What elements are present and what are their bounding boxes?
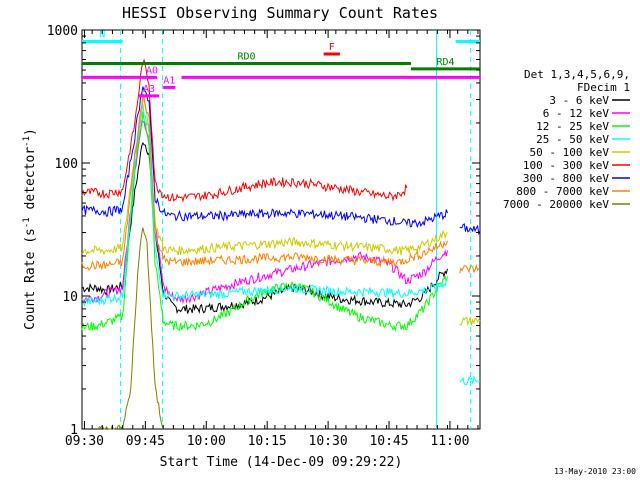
series-6-line-0 bbox=[81, 86, 448, 229]
series-6 bbox=[81, 86, 481, 236]
y-tick-label-3: 1000 bbox=[47, 24, 78, 39]
series-8-line-0 bbox=[97, 227, 164, 431]
legend-label-6: 300 - 800 keV bbox=[523, 172, 609, 185]
legend-label-3: 25 - 50 keV bbox=[536, 133, 609, 146]
series-6-line-1 bbox=[459, 223, 481, 236]
series-3 bbox=[81, 103, 481, 386]
x-tick-label-5: 10:45 bbox=[369, 434, 408, 449]
state-bar-label-4: RD4 bbox=[436, 57, 454, 68]
y-tick-label-2: 100 bbox=[55, 157, 78, 172]
series-5 bbox=[81, 58, 408, 203]
series-layer bbox=[81, 58, 481, 431]
series-0-line-0 bbox=[81, 141, 448, 315]
y-tick-label-0: 1 bbox=[70, 423, 78, 438]
state-bar-label-6: A0 bbox=[146, 65, 158, 76]
x-tick-label-0: 09:30 bbox=[65, 434, 104, 449]
series-5-line-0 bbox=[81, 58, 408, 203]
x-tick-label-1: 09:45 bbox=[126, 434, 165, 449]
x-tick-label-2: 10:00 bbox=[187, 434, 226, 449]
series-1 bbox=[81, 120, 448, 305]
series-0 bbox=[81, 141, 448, 315]
x-tick-label-3: 10:15 bbox=[248, 434, 287, 449]
x-axis-label: Start Time (14-Dec-09 09:29:22) bbox=[160, 455, 403, 470]
series-7-line-1 bbox=[459, 263, 481, 274]
legend-label-7: 800 - 7000 keV bbox=[516, 185, 609, 198]
series-1-line-0 bbox=[81, 120, 448, 305]
x-tick-label-6: 11:00 bbox=[430, 434, 469, 449]
attenuator-state-bars: N F RD0 RD4 A0 A1 A3 bbox=[82, 29, 480, 98]
vertical-markers bbox=[120, 30, 472, 429]
series-4-line-0 bbox=[81, 95, 448, 256]
state-bar-label-3: RD0 bbox=[237, 51, 255, 62]
chart-title: HESSI Observing Summary Count Rates bbox=[122, 4, 438, 22]
y-axis-label-sup2: -1 bbox=[22, 136, 32, 147]
y-axis-label-suffix: ) bbox=[23, 128, 38, 136]
y-tick-label-1: 10 bbox=[62, 290, 78, 305]
legend-label-0: 3 - 6 keV bbox=[549, 94, 609, 107]
legend-label-4: 50 - 100 keV bbox=[530, 146, 610, 159]
legend-title-line-2: FDecim 1 bbox=[577, 81, 630, 94]
legend-title-line-1: Det 1,3,4,5,6,9, bbox=[524, 68, 630, 81]
x-tick-label-4: 10:30 bbox=[309, 434, 348, 449]
series-8 bbox=[97, 227, 164, 431]
state-bar-label-8: A1 bbox=[163, 75, 175, 86]
series-4 bbox=[81, 95, 481, 327]
state-bar-label-9: A3 bbox=[143, 84, 155, 95]
legend-label-8: 7000 - 20000 keV bbox=[503, 198, 609, 211]
legend-label-1: 6 - 12 keV bbox=[543, 107, 610, 120]
state-bar-label-0: N bbox=[99, 29, 105, 40]
legend-label-5: 100 - 300 keV bbox=[523, 159, 609, 172]
legend-label-2: 12 - 25 keV bbox=[536, 120, 609, 133]
y-axis-label-sup1: -1 bbox=[22, 217, 32, 228]
state-bar-label-2: F bbox=[329, 42, 335, 53]
y-axis-label-mid: detector bbox=[23, 147, 38, 218]
series-4-line-1 bbox=[459, 316, 481, 327]
y-axis-label: Count Rate (s-1 detector-1) bbox=[22, 128, 38, 330]
series-3-line-0 bbox=[81, 103, 448, 307]
y-axis-label-prefix: Count Rate (s bbox=[23, 228, 38, 330]
plot-area bbox=[81, 29, 481, 430]
axes: 09:30 09:45 10:00 10:15 10:30 10:45 11:00 1 10 10… bbox=[47, 24, 480, 449]
series-3-line-1 bbox=[459, 374, 481, 386]
footer-timestamp: 13-May-2010 23:00 bbox=[554, 467, 636, 476]
